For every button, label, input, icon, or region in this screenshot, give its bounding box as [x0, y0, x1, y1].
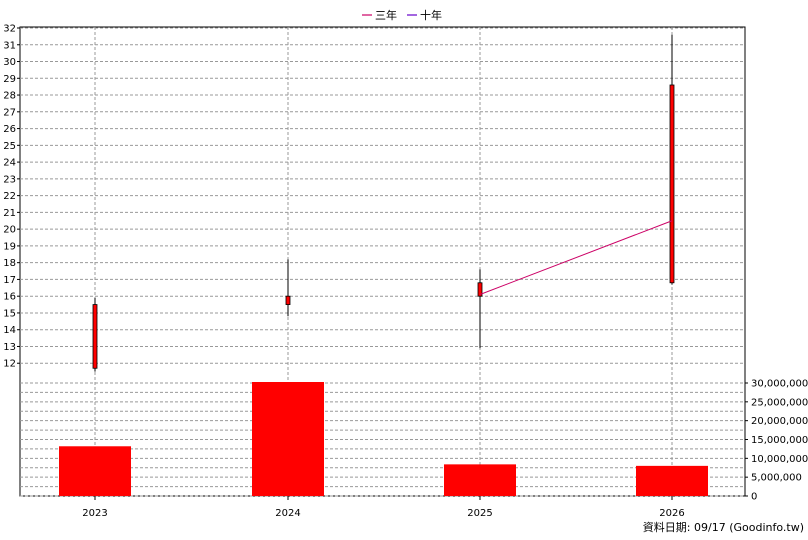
price-tick-label: 23	[3, 174, 16, 185]
legend-label-three-year: 三年	[375, 8, 397, 22]
candle-body	[285, 295, 291, 305]
x-tick-label: 2023	[82, 508, 107, 519]
price-tick-label: 21	[3, 208, 16, 219]
volume-bar	[636, 465, 708, 496]
data-date-footer: 資料日期: 09/17 (Goodinfo.tw)	[643, 520, 804, 534]
price-candles	[92, 34, 675, 372]
volume-bar	[444, 464, 516, 496]
price-tick-label: 32	[3, 24, 16, 35]
price-tick-label: 13	[3, 342, 16, 353]
volume-bars	[59, 382, 708, 496]
candle-body	[92, 304, 98, 369]
price-tick-label: 28	[3, 91, 16, 102]
average-line	[479, 220, 673, 295]
price-tick-label: 20	[3, 225, 16, 236]
price-tick-label: 17	[3, 275, 16, 286]
legend-label-ten-year: 十年	[420, 8, 442, 22]
average-lines	[479, 220, 673, 295]
price-tick-label: 19	[3, 241, 16, 252]
price-tick-label: 22	[3, 191, 16, 202]
x-tick-label: 2024	[275, 508, 300, 519]
grid	[19, 26, 746, 497]
volume-tick-label: 15,000,000	[751, 435, 808, 446]
price-tick-label: 14	[3, 325, 16, 336]
price-tick-label: 25	[3, 141, 16, 152]
axes: 12 13 14 15 16 17 18 19 20 21 22 23 24 25 26 27 28 29 30 31…	[3, 24, 808, 520]
volume-bar	[252, 382, 324, 496]
price-tick-label: 26	[3, 124, 16, 135]
volume-tick-label: 10,000,000	[751, 454, 808, 465]
candle-body	[669, 84, 675, 284]
volume-tick-label: 0	[751, 492, 757, 503]
price-tick-label: 18	[3, 258, 16, 269]
price-tick-label: 15	[3, 308, 16, 319]
x-tick-label: 2025	[467, 508, 492, 519]
volume-tick-label: 20,000,000	[751, 416, 808, 427]
price-tick-label: 16	[3, 292, 16, 303]
candle-body	[477, 282, 483, 297]
price-tick-label: 31	[3, 40, 16, 51]
price-tick-label: 29	[3, 74, 16, 85]
price-tick-label: 30	[3, 57, 16, 68]
price-tick-label: 24	[3, 158, 16, 169]
volume-bar	[59, 446, 131, 496]
plot-frame	[19, 26, 746, 497]
price-tick-label: 12	[3, 359, 16, 370]
volume-tick-label: 30,000,000	[751, 379, 808, 390]
legend: 三年 十年	[362, 8, 442, 22]
x-tick-label: 2026	[659, 508, 684, 519]
volume-tick-label: 25,000,000	[751, 397, 808, 408]
volume-tick-label: 5,000,000	[751, 473, 802, 484]
price-tick-label: 27	[3, 107, 16, 118]
